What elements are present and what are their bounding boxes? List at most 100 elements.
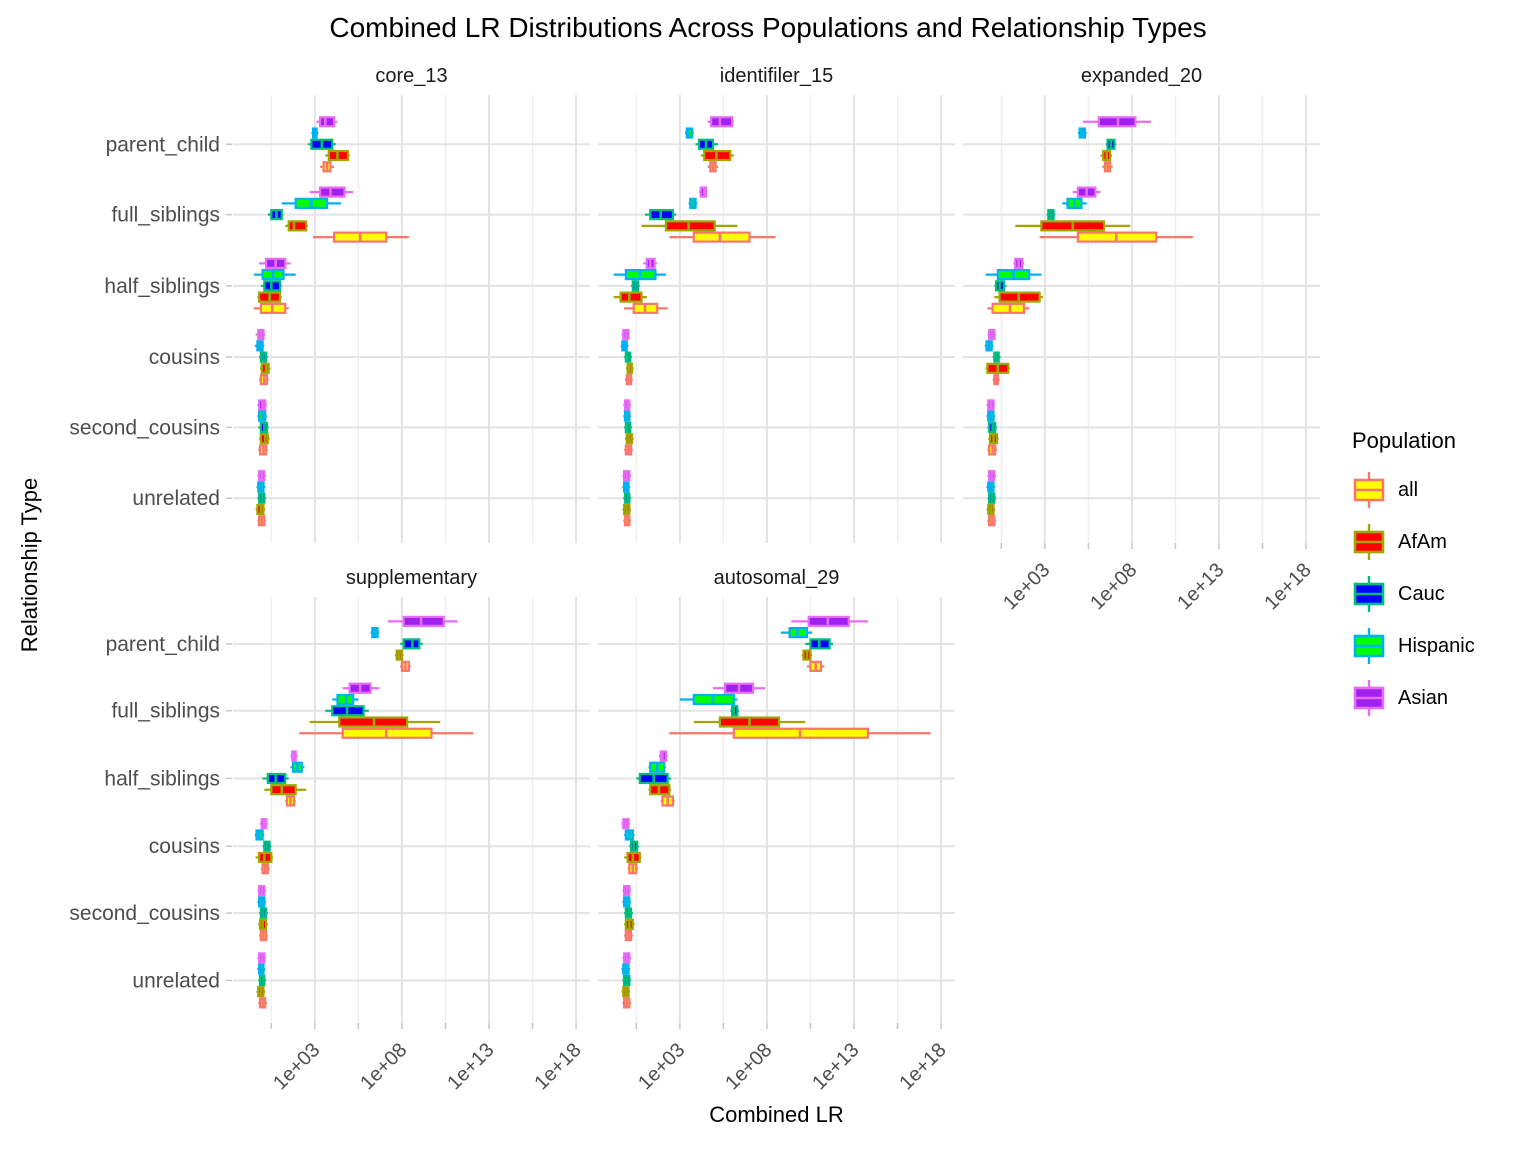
boxplot-supplementary-full_siblings-Cauc (325, 705, 369, 717)
boxplot-supplementary-second_cousins-AfAm (258, 918, 268, 930)
legend-key-boxplot-icon (1353, 628, 1385, 664)
boxplot-identifiler_15-full_siblings-Asian (699, 186, 708, 198)
boxplot-identifiler_15-second_cousins-AfAm (624, 433, 634, 445)
legend-item-label: Cauc (1398, 582, 1445, 605)
boxplot-core_13-parent_child-all (320, 161, 335, 173)
boxplot-expanded_20-half_siblings-Hispanic (985, 268, 1042, 281)
x-tick-label: 1e+08 (1086, 559, 1141, 614)
boxplot-expanded_20-cousins-Cauc (992, 351, 1001, 363)
boxplot-autosomal_29-second_cousins-Asian (622, 884, 632, 897)
boxplot-identifiler_15-unrelated-Cauc (623, 492, 632, 504)
boxplot-supplementary-half_siblings-AfAm (264, 784, 307, 796)
legend-items: all AfAm Cauc Hispanic Asian (1352, 464, 1532, 724)
boxplot-core_13-half_siblings-all (253, 302, 289, 314)
boxplot-core_13-full_siblings-all (313, 231, 409, 243)
boxplot-identifiler_15-second_cousins-Cauc (624, 421, 632, 434)
boxplot-identifiler_15-unrelated-Asian (622, 470, 632, 482)
boxplot-expanded_20-half_siblings-AfAm (994, 291, 1044, 303)
boxplot-supplementary-cousins-Asian (259, 818, 268, 830)
box (619, 291, 643, 303)
y-category-label: cousins (149, 835, 220, 858)
boxplot-supplementary-second_cousins-all (259, 929, 268, 942)
boxplot-autosomal_29-second_cousins-Cauc (624, 907, 633, 919)
boxplot-supplementary-full_siblings-all (299, 727, 474, 739)
boxplot-core_13-cousins-Asian (255, 328, 266, 341)
boxplot-expanded_20-unrelated-Cauc (987, 492, 997, 504)
boxplot-expanded_20-second_cousins-Hispanic (986, 410, 996, 422)
boxplot-expanded_20-second_cousins-Asian (986, 399, 996, 411)
x-tick-label: 1e+03 (269, 1039, 324, 1094)
boxplot-identifiler_15-parent_child-Asian (707, 116, 734, 128)
boxplot-core_13-half_siblings-Cauc (260, 280, 282, 292)
boxplot-supplementary-parent_child-AfAm (394, 649, 404, 661)
boxplot-expanded_20-unrelated-Asian (987, 470, 997, 482)
boxplot-core_13-second_cousins-Hispanic (257, 410, 267, 422)
legend-key-boxplot-icon (1353, 472, 1385, 508)
boxplot-autosomal_29-cousins-all (627, 863, 639, 875)
boxplot-core_13-unrelated-Asian (257, 470, 267, 482)
boxplot-identifiler_15-unrelated-AfAm (622, 503, 632, 516)
boxplot-supplementary-unrelated-AfAm (256, 986, 266, 998)
boxplot-autosomal_29-second_cousins-Hispanic (622, 896, 632, 908)
boxplot-autosomal_29-full_siblings-Cauc (730, 705, 740, 717)
boxplot-core_13-second_cousins-all (258, 444, 268, 456)
legend-item-all: all (1352, 464, 1532, 516)
y-category-label: full_siblings (111, 700, 220, 723)
boxplot-autosomal_29-half_siblings-AfAm (648, 784, 672, 796)
boxplot-expanded_20-parent_child-Hispanic (1077, 127, 1087, 139)
y-category-label: unrelated (132, 969, 220, 992)
x-tick-label: 1e+08 (356, 1039, 411, 1094)
boxplot-core_13-parent_child-Hispanic (311, 127, 319, 139)
boxplot-core_13-cousins-AfAm (259, 362, 271, 374)
facet-strip-label: identifiler_15 (720, 65, 833, 87)
boxplot-expanded_20-unrelated-AfAm (986, 503, 996, 516)
boxplot-supplementary-unrelated-all (258, 997, 267, 1009)
boxplot-supplementary-cousins-all (260, 863, 270, 875)
boxplot-identifiler_15-full_siblings-all (669, 231, 776, 243)
legend-title: Population (1352, 428, 1456, 453)
y-category-label: full_siblings (111, 204, 220, 227)
boxplot-core_13-unrelated-all (257, 515, 267, 527)
boxplot-expanded_20-full_siblings-all (1039, 231, 1193, 243)
boxplot-supplementary-parent_child-Hispanic (370, 627, 380, 639)
boxplot-supplementary-cousins-Hispanic (254, 829, 265, 841)
x-axis-title: Combined LR (709, 1102, 844, 1127)
boxplot-identifiler_15-cousins-Cauc (624, 351, 632, 363)
boxplot-autosomal_29-unrelated-Cauc (622, 974, 632, 987)
x-tick-label: 1e+13 (808, 1039, 863, 1094)
boxplot-identifiler_15-cousins-Asian (621, 328, 630, 341)
boxplot-expanded_20-parent_child-all (1102, 161, 1113, 173)
x-tick-label: 1e+13 (443, 1039, 498, 1094)
legend: Population all AfAm Cauc Hispanic Asian (1352, 428, 1532, 724)
boxplot-autosomal_29-cousins-Asian (621, 818, 631, 830)
facet-strip-label: supplementary (346, 567, 477, 589)
y-axis-title: Relationship Type (17, 477, 42, 653)
boxplot-identifiler_15-unrelated-Hispanic (622, 481, 631, 493)
boxplot-autosomal_29-cousins-AfAm (624, 851, 642, 864)
x-tick-label: 1e+03 (634, 1039, 689, 1094)
boxplot-autosomal_29-full_siblings-Asian (712, 682, 766, 694)
boxplot-identifiler_15-unrelated-all (623, 515, 632, 527)
boxplot-identifiler_15-half_siblings-Asian (643, 257, 658, 269)
boxplot-autosomal_29-unrelated-AfAm (621, 986, 631, 998)
facet-panel-core_13: core_13 (233, 65, 590, 543)
boxplot-core_13-unrelated-AfAm (255, 503, 266, 516)
boxplot-identifiler_15-half_siblings-AfAm (613, 291, 647, 303)
boxplot-autosomal_29-cousins-Cauc (629, 840, 639, 852)
boxplot-supplementary-parent_child-all (400, 660, 411, 672)
boxplot-autosomal_29-parent_child-AfAm (801, 649, 813, 661)
boxplot-identifiler_15-full_siblings-AfAm (641, 220, 738, 232)
facet-strip-label: autosomal_29 (714, 567, 840, 589)
y-category-label: parent_child (106, 633, 220, 656)
legend-item-AfAm: AfAm (1352, 516, 1532, 568)
boxplot-expanded_20-second_cousins-AfAm (988, 433, 999, 445)
boxplot-identifiler_15-half_siblings-Hispanic (613, 268, 666, 281)
boxplot-supplementary-full_siblings-Hispanic (332, 693, 359, 706)
box (991, 302, 1026, 314)
boxplot-identifiler_15-second_cousins-all (624, 444, 633, 456)
boxplot-expanded_20-full_siblings-Asian (1072, 186, 1101, 198)
boxplot-autosomal_29-half_siblings-Cauc (636, 772, 672, 785)
box (692, 231, 751, 243)
legend-item-label: AfAm (1398, 530, 1447, 553)
